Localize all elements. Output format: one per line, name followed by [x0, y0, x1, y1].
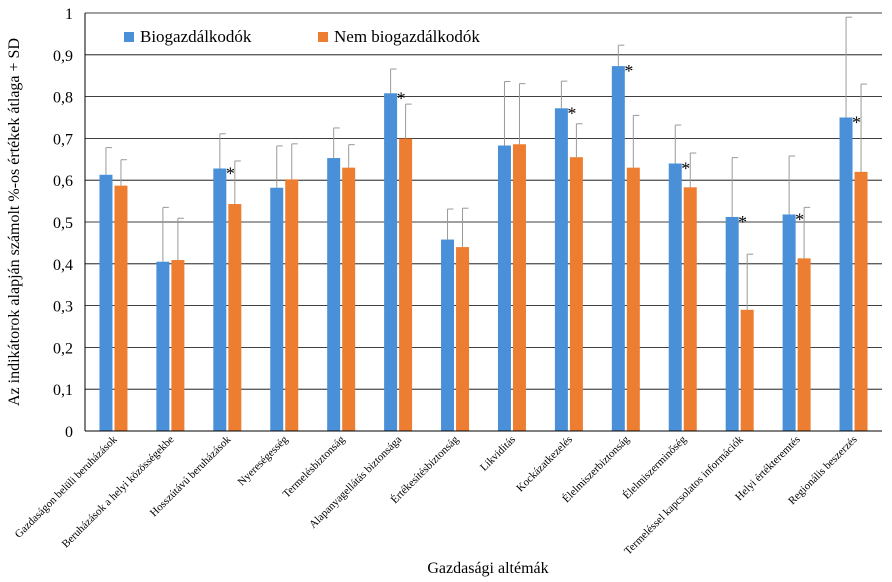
x-tick-label: Gazdaságon belüli beruházások [13, 433, 120, 540]
gridlines [85, 12, 882, 390]
y-tick-label: 0 [65, 424, 73, 441]
significance-star: * [567, 103, 576, 123]
bar-bio [725, 216, 739, 431]
bar-bio [782, 214, 796, 431]
x-tick-label: Alapanyagellátás biztonsága [307, 434, 404, 531]
bar-bio [156, 261, 170, 431]
y-tick-label: 0,7 [53, 131, 73, 148]
y-axis-tick-labels: 0 0,1 0,2 0,3 0,4 0,5 0,6 0,7 0,8 0,9 1 [53, 6, 73, 441]
y-tick-label: 0,6 [53, 173, 73, 190]
bar-bio [99, 174, 113, 432]
y-tick-label: 0,8 [53, 90, 73, 107]
bar-nonbio [342, 167, 356, 431]
bar-nonbio [740, 309, 754, 431]
x-tick-label: Beruházások a helyi közösségekbe [60, 434, 177, 551]
bar-nonbio [854, 171, 868, 431]
y-axis-title: Az indikátorok alapján számolt %-os érté… [6, 38, 23, 406]
x-axis-tick-labels: Gazdaságon belüli beruházásokBeruházások… [13, 433, 860, 557]
significance-markers: * * * * * * * * [226, 61, 861, 232]
legend-swatch [318, 32, 328, 42]
bar-bio [839, 117, 853, 431]
y-tick-label: 0,4 [53, 257, 73, 274]
bar-nonbio [171, 260, 185, 431]
bar-nonbio [228, 204, 242, 431]
bar-nonbio [114, 185, 128, 431]
y-tick-label: 0,1 [53, 382, 73, 399]
significance-star: * [226, 163, 235, 183]
significance-star: * [852, 113, 861, 133]
x-tick-label: Nyereségesség [236, 433, 291, 488]
legend-label: Biogazdálkodók [140, 27, 252, 46]
x-tick-label: Likviditás [478, 434, 518, 474]
y-tick-label: 1 [65, 6, 73, 23]
bar-bio [497, 145, 511, 432]
y-tick-label: 0,5 [53, 215, 73, 232]
error-bars [105, 16, 868, 310]
significance-star: * [738, 212, 747, 232]
bar-nonbio [569, 157, 583, 431]
legend-label: Nem biogazdálkodók [334, 27, 480, 46]
legend: Biogazdálkodók Nem biogazdálkodók [124, 27, 480, 46]
bar-bio [270, 187, 284, 431]
bar-nonbio [456, 247, 470, 431]
significance-star: * [795, 209, 804, 229]
bar-bio [441, 239, 455, 431]
bar-nonbio [626, 167, 640, 431]
significance-star: * [397, 88, 406, 108]
bar-nonbio [399, 138, 413, 431]
y-tick-label: 0,3 [53, 299, 73, 316]
y-tick-label: 0,9 [53, 48, 73, 65]
significance-star: * [624, 61, 633, 81]
x-tick-label: Termeléssel kapcsolatos információk [622, 433, 746, 557]
bar-bio [611, 66, 625, 431]
bar-nonbio [683, 187, 697, 431]
bar-bio [554, 108, 568, 431]
bar-bio [384, 93, 398, 432]
y-tick-label: 0,2 [53, 340, 73, 357]
x-axis-title: Gazdasági altémák [427, 560, 548, 577]
bar-nonbio [285, 179, 299, 431]
significance-star: * [681, 158, 690, 178]
x-tick-label: Termelésbiztonság [281, 433, 348, 500]
legend-swatch [124, 32, 134, 42]
bar-nonbio [512, 144, 526, 431]
bar-bio [668, 163, 682, 432]
bar-nonbio [797, 258, 811, 431]
x-tick-label: Kockázatkezelés [514, 434, 575, 495]
bar-bio [327, 158, 341, 431]
bar-bio [213, 168, 227, 431]
bars [99, 66, 868, 432]
